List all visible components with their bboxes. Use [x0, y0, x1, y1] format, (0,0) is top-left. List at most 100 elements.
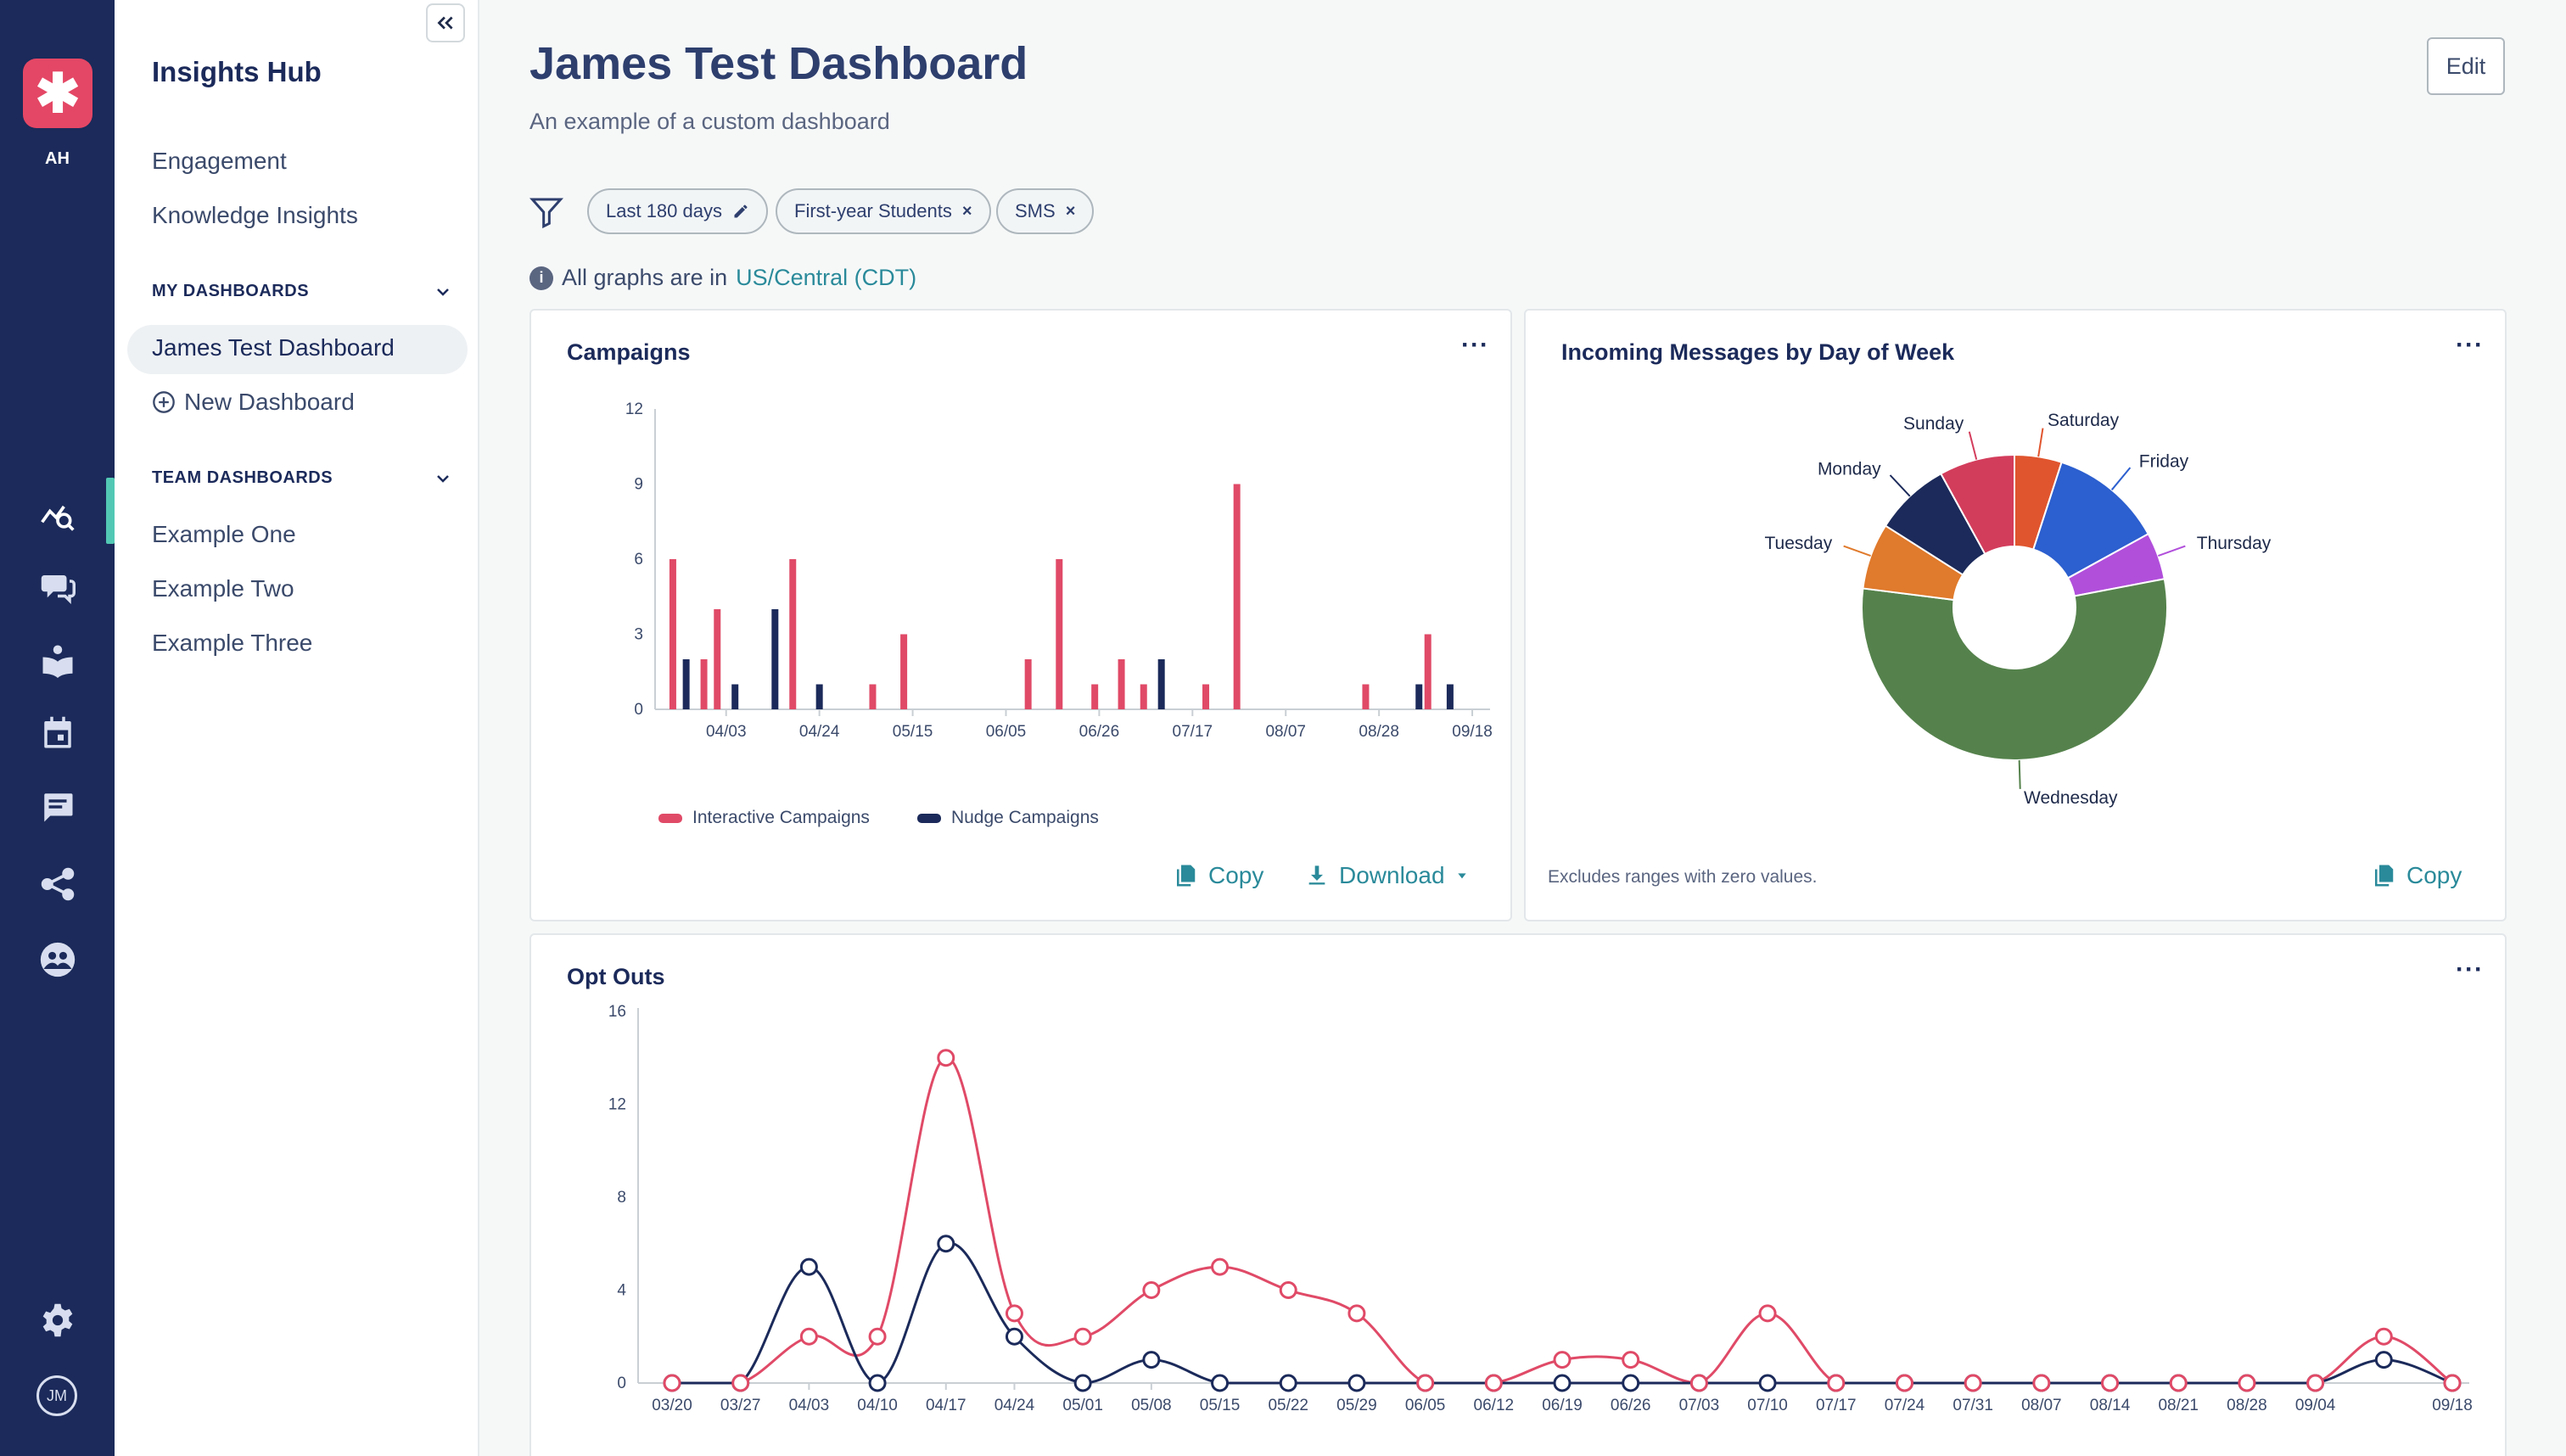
filter-chip-channel[interactable]: SMS ×	[996, 188, 1095, 234]
x-tick-label: 06/12	[1474, 1397, 1515, 1414]
data-point-0	[1758, 1304, 1777, 1323]
team-dashboards-header[interactable]: TEAM DASHBOARDS	[152, 468, 333, 487]
community-icon[interactable]	[34, 936, 81, 983]
app-logo[interactable]: ✱	[23, 59, 92, 128]
info-icon: i	[529, 266, 553, 290]
x-tick-label: 06/19	[1542, 1397, 1583, 1414]
slice-label: Monday	[1818, 460, 1881, 479]
bar-nudge	[731, 684, 739, 709]
user-avatar[interactable]: JM	[36, 1375, 77, 1416]
x-tick-label: 06/26	[1611, 1397, 1651, 1414]
legend-label: Interactive Campaigns	[692, 808, 870, 827]
data-point-0	[731, 1374, 750, 1392]
timezone-prefix: All graphs are in	[562, 265, 728, 290]
slice-label: Thursday	[2197, 534, 2272, 553]
pencil-icon[interactable]	[732, 203, 749, 220]
sidebar-item-knowledge-insights[interactable]: Knowledge Insights	[152, 202, 358, 228]
chart-footnote: Excludes ranges with zero values.	[1548, 867, 1818, 887]
chevron-down-icon[interactable]	[433, 282, 453, 302]
data-point-0	[2443, 1374, 2462, 1392]
bar-nudge	[771, 609, 779, 709]
data-point-0	[1484, 1374, 1503, 1392]
x-tick-label: 05/15	[893, 723, 933, 741]
bar-nudge	[1446, 684, 1454, 709]
bar-interactive	[700, 659, 708, 709]
y-tick-label: 16	[608, 1003, 626, 1021]
message-icon[interactable]	[34, 783, 81, 831]
bar-nudge	[1415, 684, 1423, 709]
sidebar-item-engagement[interactable]: Engagement	[152, 148, 287, 174]
data-point-0	[1005, 1304, 1023, 1323]
data-point-1	[1758, 1374, 1777, 1392]
x-tick-label: 08/21	[2158, 1397, 2199, 1414]
chat-bubbles-icon[interactable]	[34, 563, 81, 611]
x-tick-label: 05/22	[1268, 1397, 1308, 1414]
data-point-1	[1553, 1374, 1572, 1392]
data-point-0	[2101, 1374, 2120, 1392]
timezone-notice: i All graphs are in US/Central (CDT)	[529, 265, 916, 291]
campaigns-bar-chart: 0 3 6 9 12 04/03 04/24 05/15 06/05 06/26 07/17 08/0…	[625, 400, 1493, 741]
x-tick-label: 08/07	[2021, 1397, 2062, 1414]
edit-button[interactable]: Edit	[2427, 37, 2505, 95]
donut-slice	[1861, 578, 2168, 761]
copy-button[interactable]: Copy	[2371, 862, 2462, 889]
x-tick-label: 04/24	[799, 723, 840, 741]
data-point-0	[1279, 1281, 1297, 1299]
data-point-0	[1073, 1327, 1092, 1346]
messages-donut-chart: Saturday Friday Thursday Wednesday Tuesday Mo…	[1764, 411, 2272, 808]
remove-filter-icon[interactable]: ×	[1065, 201, 1076, 221]
bar-interactive	[1424, 634, 1431, 709]
bar-interactive	[1118, 659, 1125, 709]
more-options-icon[interactable]: ···	[2456, 331, 2484, 359]
filter-chip-date-range[interactable]: Last 180 days	[587, 188, 768, 234]
filter-icon[interactable]	[529, 195, 563, 229]
calendar-icon[interactable]	[34, 709, 81, 757]
collapse-sidebar-button[interactable]	[426, 3, 465, 42]
sidebar-active-highlight	[127, 325, 468, 374]
y-tick-label: 12	[608, 1096, 626, 1114]
y-tick-label: 8	[617, 1189, 626, 1207]
x-tick-label: 06/26	[1079, 723, 1120, 741]
bar-interactive	[1056, 559, 1063, 709]
settings-gear-icon[interactable]	[34, 1296, 81, 1344]
more-options-icon[interactable]: ···	[2456, 955, 2484, 983]
campaigns-card: Campaigns ··· 0 3 6 9 12 04/03 04/24 05/15 06/05…	[529, 309, 1512, 921]
series-line-0	[671, 1056, 2453, 1385]
copy-label: Copy	[2406, 862, 2462, 888]
data-point-0	[2238, 1374, 2256, 1392]
data-point-0	[2374, 1327, 2393, 1346]
card-title: Incoming Messages by Day of Week	[1561, 339, 1955, 365]
insights-icon[interactable]	[34, 492, 81, 540]
data-point-0	[1211, 1257, 1230, 1276]
sidebar-item-example-two[interactable]: Example Two	[152, 575, 294, 602]
data-point-0	[2169, 1374, 2188, 1392]
data-point-0	[1622, 1351, 1640, 1369]
sidebar-item-james-test-dashboard[interactable]: James Test Dashboard	[152, 334, 395, 361]
download-button[interactable]: Download	[1305, 862, 1469, 889]
filter-chip-audience[interactable]: First-year Students ×	[776, 188, 991, 234]
rail-active-indicator	[106, 478, 115, 544]
slice-leader-line	[1843, 545, 1871, 557]
incoming-messages-card: Incoming Messages by Day of Week ··· Sat…	[1524, 309, 2507, 921]
filter-chip-label: First-year Students	[794, 200, 952, 221]
x-tick-label: 04/03	[706, 723, 747, 741]
new-dashboard-link[interactable]: New Dashboard	[152, 389, 355, 416]
data-point-0	[1964, 1374, 1982, 1392]
x-tick-label: 07/31	[1953, 1397, 1993, 1414]
data-point-0	[1895, 1374, 1913, 1392]
copy-button[interactable]: Copy	[1173, 862, 1263, 889]
legend-label: Nudge Campaigns	[950, 808, 1099, 827]
remove-filter-icon[interactable]: ×	[961, 201, 972, 221]
timezone-link[interactable]: US/Central (CDT)	[736, 265, 917, 290]
chevron-down-icon[interactable]	[433, 468, 453, 489]
my-dashboards-header[interactable]: MY DASHBOARDS	[152, 282, 310, 300]
page-title: James Test Dashboard	[529, 38, 1028, 89]
data-point-0	[2306, 1374, 2325, 1392]
knowledge-book-icon[interactable]	[34, 636, 81, 684]
x-tick-label: 03/27	[720, 1397, 761, 1414]
share-network-icon[interactable]	[34, 860, 81, 908]
sidebar-item-example-three[interactable]: Example Three	[152, 630, 313, 656]
y-tick-label: 6	[634, 551, 643, 568]
sidebar-item-example-one[interactable]: Example One	[152, 521, 296, 547]
more-options-icon[interactable]: ···	[1461, 331, 1489, 359]
